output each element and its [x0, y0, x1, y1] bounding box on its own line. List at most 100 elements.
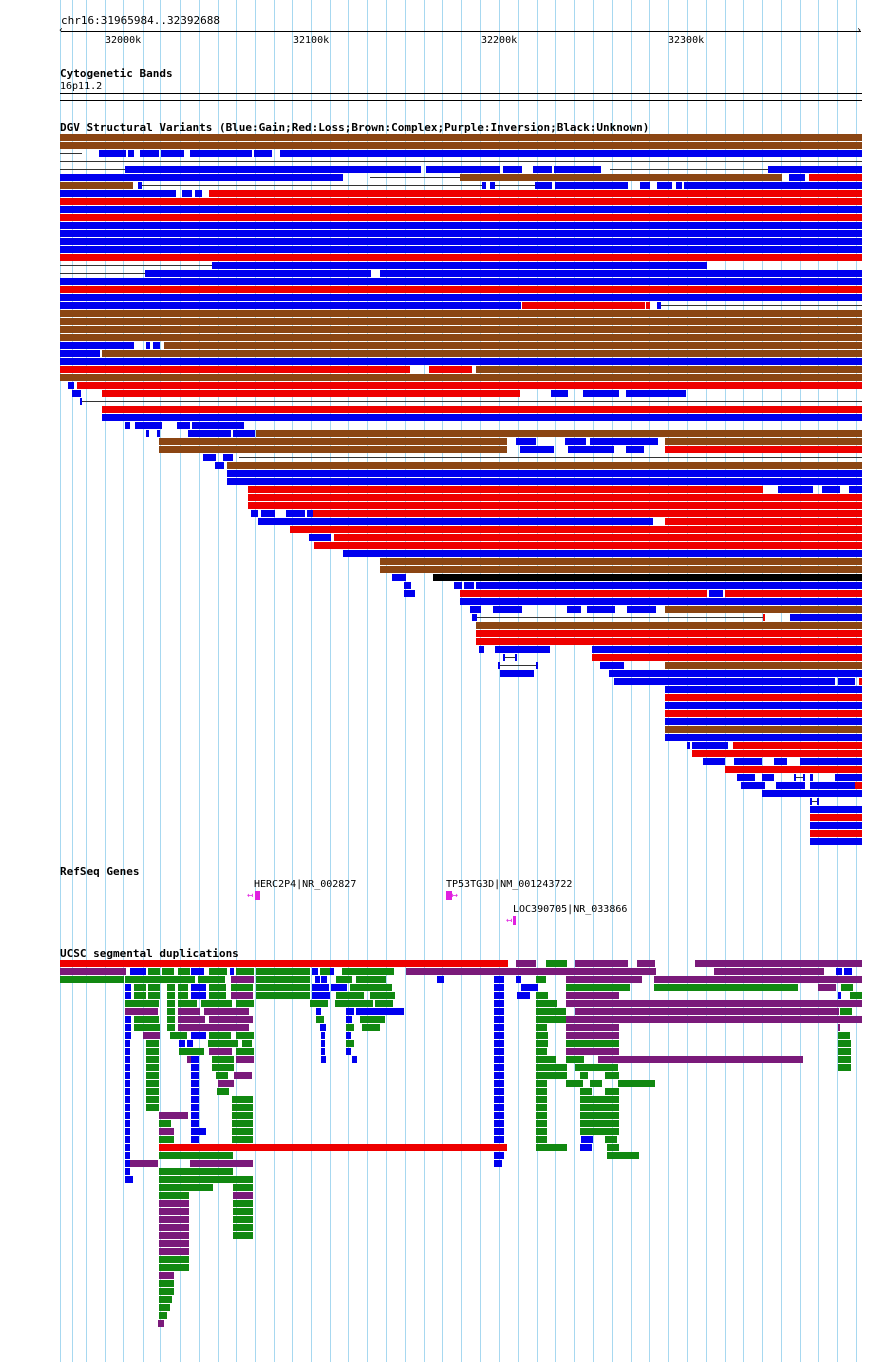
- dgv-variant-bar[interactable]: [227, 462, 862, 469]
- segdup-feature-bar[interactable]: [330, 968, 334, 975]
- segdup-feature-bar[interactable]: [536, 1032, 548, 1039]
- segdup-feature-bar[interactable]: [605, 1088, 619, 1095]
- segdup-feature-bar[interactable]: [350, 984, 392, 991]
- segdup-feature-bar[interactable]: [494, 1128, 504, 1135]
- segdup-feature-bar[interactable]: [60, 976, 124, 983]
- segdup-feature-bar[interactable]: [159, 1120, 171, 1127]
- dgv-variant-bar[interactable]: [433, 574, 862, 581]
- dgv-variant-bar[interactable]: [307, 510, 313, 517]
- segdup-feature-bar[interactable]: [232, 1104, 253, 1111]
- segdup-feature-bar[interactable]: [566, 1080, 583, 1087]
- dgv-variant-bar[interactable]: [733, 742, 862, 749]
- dgv-variant-bar[interactable]: [768, 166, 862, 173]
- segdup-feature-bar[interactable]: [536, 1000, 557, 1007]
- dgv-variant-bar[interactable]: [454, 582, 462, 589]
- segdup-feature-bar[interactable]: [146, 1080, 159, 1087]
- segdup-feature-bar[interactable]: [342, 968, 394, 975]
- segdup-feature-bar[interactable]: [125, 1160, 130, 1167]
- segdup-feature-bar[interactable]: [146, 1072, 159, 1079]
- segdup-feature-bar[interactable]: [159, 1280, 174, 1287]
- segdup-feature-bar[interactable]: [125, 976, 195, 983]
- segdup-feature-bar[interactable]: [125, 1176, 133, 1183]
- dgv-variant-bar[interactable]: [859, 678, 862, 685]
- segdup-feature-bar[interactable]: [406, 968, 656, 975]
- segdup-feature-bar[interactable]: [146, 1056, 159, 1063]
- segdup-feature-bar[interactable]: [494, 1112, 504, 1119]
- segdup-feature-bar[interactable]: [838, 1040, 851, 1047]
- dgv-variant-bar[interactable]: [687, 742, 690, 749]
- segdup-feature-bar[interactable]: [242, 1040, 252, 1047]
- segdup-feature-bar[interactable]: [256, 992, 310, 999]
- segdup-feature-bar[interactable]: [256, 968, 310, 975]
- dgv-variant-bar[interactable]: [157, 430, 160, 437]
- dgv-variant-bar[interactable]: [535, 182, 552, 189]
- segdup-feature-bar[interactable]: [125, 1144, 130, 1151]
- segdup-feature-bar[interactable]: [312, 984, 329, 991]
- segdup-feature-bar[interactable]: [232, 1120, 253, 1127]
- segdup-feature-bar[interactable]: [581, 1136, 593, 1143]
- segdup-feature-bar[interactable]: [494, 976, 504, 983]
- dgv-variant-bar[interactable]: [803, 774, 805, 781]
- segdup-feature-bar[interactable]: [536, 1040, 548, 1047]
- segdup-feature-bar[interactable]: [580, 1144, 592, 1151]
- dgv-variant-bar[interactable]: [80, 398, 82, 405]
- segdup-feature-bar[interactable]: [167, 1024, 175, 1031]
- segdup-feature-bar[interactable]: [654, 984, 798, 991]
- dgv-connector[interactable]: [495, 185, 535, 186]
- dgv-variant-bar[interactable]: [343, 550, 862, 557]
- segdup-feature-bar[interactable]: [125, 1056, 130, 1063]
- dgv-variant-bar[interactable]: [102, 350, 862, 357]
- dgv-variant-bar[interactable]: [800, 758, 862, 765]
- segdup-feature-bar[interactable]: [218, 1080, 234, 1087]
- segdup-feature-bar[interactable]: [321, 1032, 325, 1039]
- track-title-refseq[interactable]: RefSeq Genes: [60, 865, 140, 878]
- segdup-feature-bar[interactable]: [178, 992, 188, 999]
- segdup-feature-bar[interactable]: [494, 1000, 504, 1007]
- segdup-feature-bar[interactable]: [191, 1088, 199, 1095]
- dgv-variant-bar[interactable]: [380, 558, 862, 565]
- dgv-variant-bar[interactable]: [227, 478, 862, 485]
- dgv-variant-bar[interactable]: [515, 654, 517, 661]
- segdup-feature-bar[interactable]: [310, 1000, 328, 1007]
- dgv-variant-bar[interactable]: [665, 438, 862, 445]
- ruler-left-arrow-icon[interactable]: ‹: [58, 25, 65, 36]
- dgv-variant-bar[interactable]: [790, 614, 862, 621]
- segdup-feature-bar[interactable]: [336, 976, 352, 983]
- dgv-variant-bar[interactable]: [493, 606, 522, 613]
- segdup-feature-bar[interactable]: [191, 1064, 199, 1071]
- dgv-variant-bar[interactable]: [60, 374, 862, 381]
- dgv-connector[interactable]: [661, 305, 862, 306]
- dgv-connector[interactable]: [60, 273, 145, 274]
- segdup-feature-bar[interactable]: [187, 1048, 204, 1055]
- dgv-connector[interactable]: [60, 161, 862, 162]
- segdup-feature-bar[interactable]: [494, 1104, 504, 1111]
- dgv-variant-bar[interactable]: [665, 734, 862, 741]
- segdup-feature-bar[interactable]: [125, 1032, 131, 1039]
- dgv-variant-bar[interactable]: [261, 510, 275, 517]
- segdup-feature-bar[interactable]: [167, 1000, 175, 1007]
- dgv-variant-bar[interactable]: [60, 214, 862, 221]
- segdup-feature-bar[interactable]: [362, 1024, 380, 1031]
- dgv-variant-bar[interactable]: [125, 166, 421, 173]
- segdup-feature-bar[interactable]: [316, 1008, 321, 1015]
- segdup-feature-bar[interactable]: [575, 1008, 839, 1015]
- cytoband-bar-top[interactable]: [60, 93, 862, 94]
- segdup-feature-bar[interactable]: [159, 1304, 170, 1311]
- segdup-feature-bar[interactable]: [233, 1216, 253, 1223]
- segdup-feature-bar[interactable]: [233, 1192, 253, 1199]
- segdup-feature-bar[interactable]: [179, 1048, 187, 1055]
- segdup-feature-bar[interactable]: [208, 1040, 238, 1047]
- dgv-variant-bar[interactable]: [102, 390, 520, 397]
- segdup-feature-bar[interactable]: [566, 976, 642, 983]
- segdup-feature-bar[interactable]: [233, 1200, 253, 1207]
- dgv-variant-bar[interactable]: [314, 542, 862, 549]
- dgv-variant-bar[interactable]: [60, 142, 862, 149]
- dgv-variant-bar[interactable]: [626, 390, 686, 397]
- dgv-variant-bar[interactable]: [146, 342, 150, 349]
- segdup-feature-bar[interactable]: [191, 1072, 199, 1079]
- dgv-variant-bar[interactable]: [522, 302, 645, 309]
- dgv-variant-bar[interactable]: [60, 342, 134, 349]
- dgv-variant-bar[interactable]: [60, 318, 862, 325]
- dgv-variant-bar[interactable]: [776, 782, 805, 789]
- segdup-feature-bar[interactable]: [159, 1232, 189, 1239]
